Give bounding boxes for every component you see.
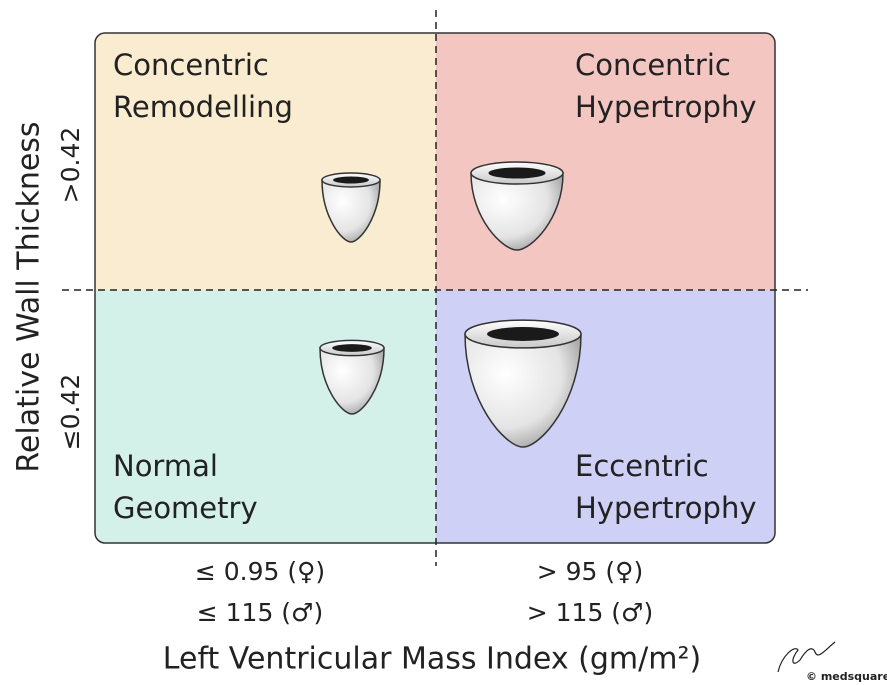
x-threshold: ≤ 0.95 (♀) [195, 557, 325, 586]
quadrant-bg [436, 33, 775, 290]
quadrant-label: Remodelling [113, 90, 293, 124]
frame [94, 32, 776, 544]
heart-body [319, 347, 385, 415]
quadrant-label: Eccentric [575, 449, 709, 483]
heart-body [470, 172, 564, 251]
heart-cavity [487, 327, 559, 341]
credit: © medsquares [806, 670, 887, 683]
quadrant-backgrounds [95, 33, 775, 543]
x-threshold: ≤ 115 (♂) [197, 598, 323, 627]
y-threshold: >0.42 [56, 127, 85, 204]
quadrant-label: Hypertrophy [575, 90, 757, 124]
x-threshold: > 115 (♂) [527, 598, 653, 627]
quadrant-bg [95, 290, 436, 543]
heart-body [321, 179, 381, 243]
quadrant-bg [95, 33, 436, 290]
heart-cavity [333, 176, 369, 184]
x-axis-title: Left Ventricular Mass Index (gm/m²) [163, 642, 701, 677]
y-threshold: ≤0.42 [56, 374, 85, 451]
heart-body [464, 333, 582, 448]
hearts [319, 161, 582, 448]
heart-cavity [488, 167, 546, 179]
quadrant-label: Geometry [113, 491, 258, 525]
quadrant-label: Hypertrophy [575, 491, 757, 525]
x-threshold: > 95 (♀) [537, 557, 643, 586]
signature [777, 641, 836, 673]
quadrant-label: Concentric [575, 48, 731, 82]
quadrant-label: Normal [113, 449, 218, 483]
quadrant-label: Concentric [113, 48, 269, 82]
heart-cavity [332, 344, 372, 352]
y-axis-title: Relative Wall Thickness [12, 121, 47, 472]
